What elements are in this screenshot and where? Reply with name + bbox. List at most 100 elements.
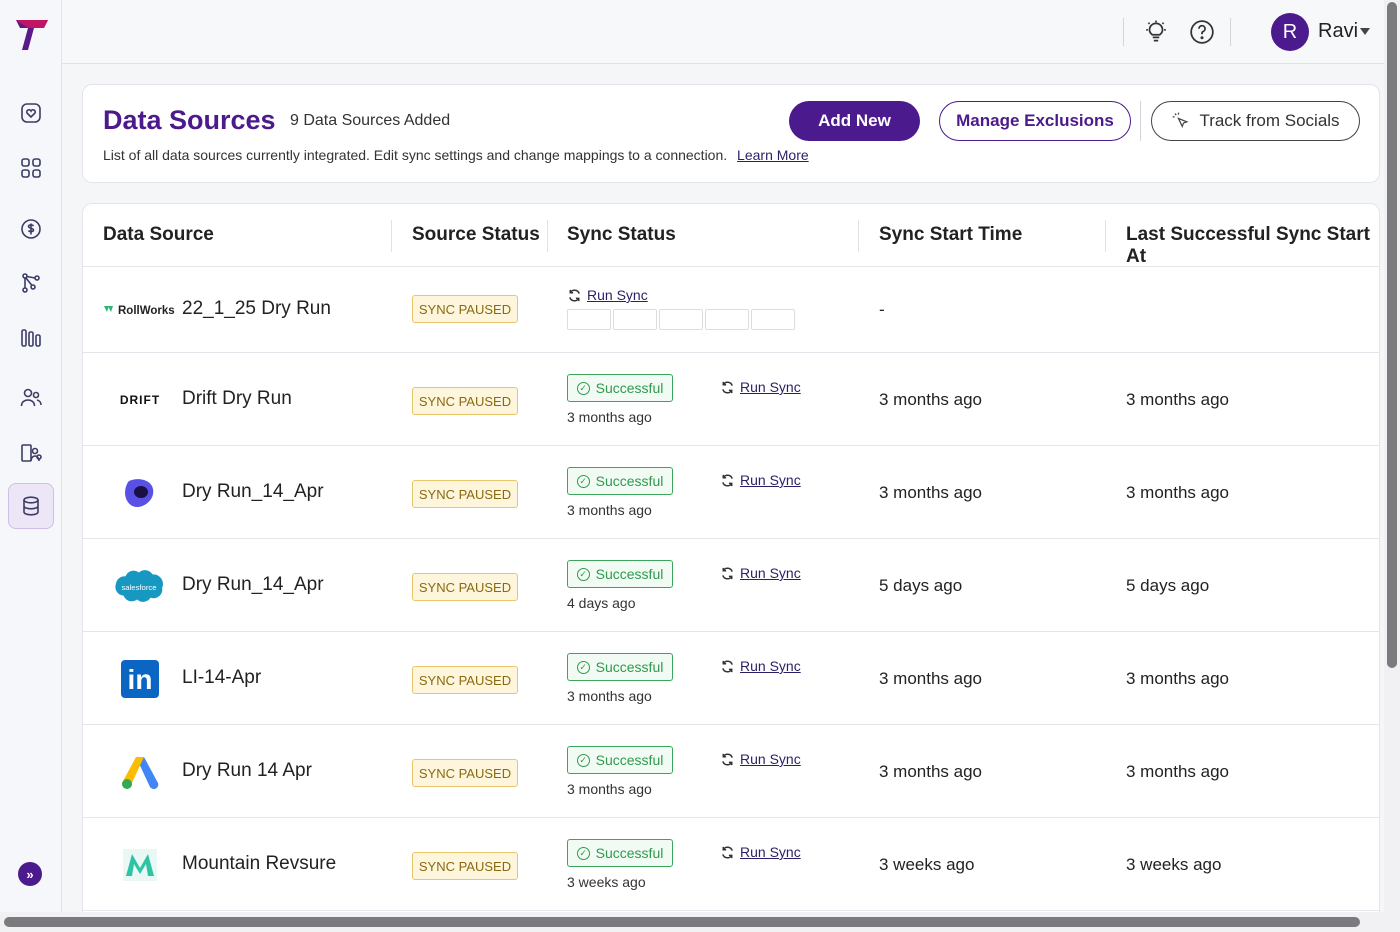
- source-name[interactable]: LI-14-Apr: [182, 667, 262, 688]
- sync-history-bars: [567, 309, 795, 330]
- run-sync-link[interactable]: Run Sync: [720, 565, 801, 581]
- table-row[interactable]: in LI-14-Apr SYNC PAUSED ✓ Successful 3 …: [83, 632, 1379, 725]
- learn-more-link[interactable]: Learn More: [737, 147, 809, 163]
- col-header-data-source[interactable]: Data Source: [103, 224, 214, 245]
- vertical-scrollbar[interactable]: [1384, 0, 1400, 912]
- sync-history-bar: [659, 309, 703, 330]
- nav-data-sources-icon[interactable]: [8, 483, 54, 529]
- table-row[interactable]: salesforce Dry Run_14_Apr SYNC PAUSED ✓ …: [83, 539, 1379, 632]
- horizontal-scroll-thumb[interactable]: [4, 917, 1360, 927]
- sync-start-time: 3 months ago: [879, 483, 983, 502]
- table-row[interactable]: Mountain Revsure SYNC PAUSED ✓ Successfu…: [83, 818, 1379, 911]
- last-successful-sync: 3 months ago: [1126, 762, 1230, 781]
- track-from-socials-button[interactable]: Track from Socials: [1151, 101, 1360, 141]
- last-successful-sync: 3 months ago: [1126, 669, 1230, 688]
- last-successful-sync: 3 months ago: [1126, 390, 1230, 409]
- sync-start-time: -: [879, 300, 885, 319]
- sync-success-badge: ✓ Successful: [567, 746, 673, 774]
- col-header-sync-start-time[interactable]: Sync Start Time: [879, 224, 1023, 245]
- col-header-last-successful-sync[interactable]: Last Successful Sync Start At: [1126, 224, 1370, 267]
- last-sync-ago: 4 days ago: [567, 595, 636, 611]
- table-header: Data Source Source Status Sync Status Sy…: [83, 204, 1379, 267]
- sync-success-badge: ✓ Successful: [567, 560, 673, 588]
- sync-start-time: 3 months ago: [879, 762, 983, 781]
- salesforce-logo-text: salesforce: [121, 583, 156, 592]
- run-sync-link[interactable]: Run Sync: [720, 844, 801, 860]
- check-circle-icon: ✓: [576, 474, 590, 488]
- status-badge: SYNC PAUSED: [412, 480, 518, 508]
- nav-journey-icon[interactable]: [8, 260, 54, 306]
- header-card: Data Sources 9 Data Sources Added List o…: [82, 84, 1380, 183]
- manage-exclusions-button[interactable]: Manage Exclusions: [939, 101, 1131, 141]
- nav-analytics-icon[interactable]: [8, 315, 54, 361]
- column-separator: [858, 220, 859, 252]
- help-icon[interactable]: [1188, 18, 1216, 46]
- linkedin-logo: in: [113, 656, 167, 702]
- topbar: R Ravi: [62, 0, 1384, 64]
- sync-success-label: Successful: [595, 659, 664, 675]
- source-count: 9 Data Sources Added: [290, 112, 451, 129]
- horizontal-scrollbar[interactable]: [0, 912, 1400, 932]
- sync-icon: [722, 845, 733, 859]
- nav-users-icon[interactable]: [8, 375, 54, 421]
- user-name[interactable]: Ravi: [1318, 20, 1359, 42]
- run-sync-label: Run Sync: [587, 287, 648, 303]
- track-from-socials-label: Track from Socials: [1199, 111, 1340, 130]
- nav-revenue-icon[interactable]: [8, 206, 54, 252]
- sync-success-badge: ✓ Successful: [567, 839, 673, 867]
- source-name[interactable]: Dry Run_14_Apr: [182, 574, 324, 595]
- run-sync-link[interactable]: Run Sync: [720, 379, 801, 395]
- nav-dashboard-icon[interactable]: [8, 90, 54, 136]
- table-row[interactable]: Dry Run_14_Apr SYNC PAUSED ✓ Successful …: [83, 446, 1379, 539]
- col-header-sync-status[interactable]: Sync Status: [567, 224, 676, 245]
- rollworks-logo-text: RollWorks: [118, 305, 175, 317]
- vertical-scroll-thumb[interactable]: [1387, 2, 1397, 668]
- run-sync-link[interactable]: Run Sync: [720, 472, 801, 488]
- sidebar: »: [0, 0, 62, 912]
- run-sync-link[interactable]: Run Sync: [567, 287, 648, 303]
- source-name[interactable]: Drift Dry Run: [182, 388, 292, 409]
- sync-success-label: Successful: [595, 380, 664, 396]
- run-sync-label: Run Sync: [740, 379, 801, 395]
- run-sync-link[interactable]: Run Sync: [720, 751, 801, 767]
- source-name[interactable]: Dry Run_14_Apr: [182, 481, 324, 502]
- status-badge: SYNC PAUSED: [412, 573, 518, 601]
- nav-accounts-icon[interactable]: [8, 430, 54, 476]
- run-sync-label: Run Sync: [740, 658, 801, 674]
- table-row[interactable]: DRIFT Drift Dry Run SYNC PAUSED ✓ Succes…: [83, 353, 1379, 446]
- col-header-source-status[interactable]: Source Status: [412, 224, 540, 245]
- page-description: List of all data sources currently integ…: [103, 147, 809, 163]
- sync-history-bar: [705, 309, 749, 330]
- topbar-divider: [1230, 18, 1231, 46]
- sync-icon: [722, 659, 733, 673]
- sync-success-badge: ✓ Successful: [567, 374, 673, 402]
- avatar[interactable]: R: [1271, 13, 1309, 51]
- source-name[interactable]: 22_1_25 Dry Run: [182, 298, 331, 319]
- header-divider: [1140, 101, 1141, 141]
- sync-success-label: Successful: [595, 473, 664, 489]
- check-circle-icon: ✓: [576, 567, 590, 581]
- google-ads-logo: [113, 749, 167, 795]
- table-row[interactable]: RollWorks 22_1_25 Dry Run SYNC PAUSED Ru…: [83, 267, 1379, 353]
- chevron-down-icon[interactable]: [1360, 28, 1370, 35]
- add-new-button[interactable]: Add New: [789, 101, 920, 141]
- brand-logo[interactable]: [14, 16, 50, 52]
- table-row[interactable]: Dry Run 14 Apr SYNC PAUSED ✓ Successful …: [83, 725, 1379, 818]
- topbar-divider: [1123, 18, 1124, 46]
- column-separator: [547, 220, 548, 252]
- lightbulb-icon[interactable]: [1142, 18, 1170, 46]
- page-title: Data Sources: [103, 105, 276, 135]
- run-sync-label: Run Sync: [740, 565, 801, 581]
- check-circle-icon: ✓: [576, 846, 590, 860]
- status-badge: SYNC PAUSED: [412, 295, 518, 323]
- source-name[interactable]: Dry Run 14 Apr: [182, 760, 312, 781]
- source-name[interactable]: Mountain Revsure: [182, 853, 337, 874]
- status-badge: SYNC PAUSED: [412, 759, 518, 787]
- drift-logo-text: DRIFT: [119, 393, 161, 407]
- check-circle-icon: ✓: [576, 660, 590, 674]
- last-sync-ago: 3 months ago: [567, 502, 652, 518]
- column-separator: [1105, 220, 1106, 252]
- nav-apps-icon[interactable]: [8, 145, 54, 191]
- expand-sidebar-icon[interactable]: »: [18, 862, 42, 886]
- run-sync-link[interactable]: Run Sync: [720, 658, 801, 674]
